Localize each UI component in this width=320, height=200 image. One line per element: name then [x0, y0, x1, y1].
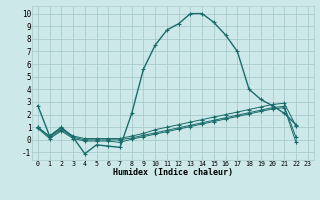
- X-axis label: Humidex (Indice chaleur): Humidex (Indice chaleur): [113, 168, 233, 177]
